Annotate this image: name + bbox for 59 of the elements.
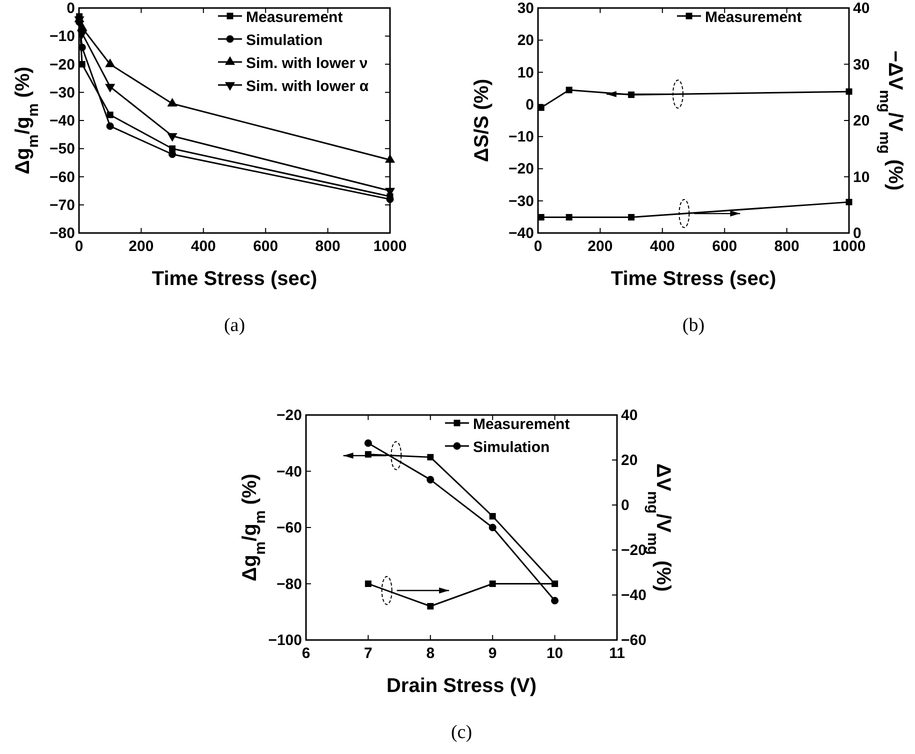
y-tick-label: −40 [508, 225, 534, 242]
x-tick-label: 800 [774, 238, 800, 255]
legend-label: Measurement [246, 9, 343, 26]
y-tick-label: −10 [508, 128, 534, 146]
x-tick-label: 600 [253, 238, 278, 255]
text: (a) [224, 315, 246, 336]
x-tick-label: 7 [364, 645, 372, 662]
y-tick-label: −30 [50, 84, 75, 102]
y2-tick-label: 0 [621, 497, 630, 514]
x-axis-title: Time Stress (sec) [152, 268, 318, 290]
y-tick-label: −80 [50, 225, 75, 242]
x-tick-label: 1000 [373, 238, 407, 255]
y-tick-label: 0 [66, 0, 75, 17]
y2-tick-label: 20 [853, 112, 870, 130]
legend-label: Measurement [705, 9, 802, 26]
text: (c) [450, 722, 472, 743]
x-tick-label: 800 [315, 238, 340, 255]
text: (b) [682, 315, 705, 336]
x-tick-label: 400 [650, 238, 675, 255]
legend-label: Sim. with lower α [246, 78, 370, 95]
y-tick-label: −20 [276, 407, 302, 424]
y-tick-label: 10 [517, 64, 534, 82]
x-axis-title: Drain Stress (V) [386, 675, 537, 697]
y2-tick-label: −20 [621, 542, 646, 559]
x-tick-label: 8 [426, 645, 435, 662]
x-tick-label: 10 [546, 645, 564, 662]
y2-tick-label: −40 [621, 587, 646, 604]
legend-label: Simulation [473, 439, 550, 456]
legend-label: Simulation [246, 32, 323, 49]
y-tick-label: 20 [517, 32, 534, 50]
y-tick-label: −10 [50, 28, 75, 46]
x-tick-label: 400 [190, 238, 216, 255]
x-tick-label: 600 [712, 238, 738, 255]
legend-label: Measurement [473, 416, 570, 433]
y-tick-label: −30 [508, 192, 534, 210]
y-tick-label: −70 [50, 196, 75, 214]
x-tick-label: 6 [302, 645, 310, 662]
y-tick-label: −50 [50, 140, 75, 158]
y2-tick-label: 30 [853, 56, 870, 74]
x-tick-label: 200 [588, 238, 613, 255]
y2-tick-label: 20 [621, 452, 638, 469]
legend-label: Sim. with lower ν [246, 55, 368, 72]
y-tick-label: −60 [50, 168, 75, 186]
x-axis-title: Time Stress (sec) [610, 268, 776, 290]
y-axis-title: ΔS/S (%) [471, 78, 493, 162]
x-tick-label: 200 [128, 238, 154, 255]
y-tick-label: −80 [276, 576, 302, 593]
y-tick-label: 30 [517, 0, 534, 17]
y-tick-label: −100 [268, 632, 302, 649]
y-tick-label: −20 [50, 56, 75, 74]
y2-tick-label: 40 [621, 407, 638, 424]
y-tick-label: 0 [526, 96, 534, 114]
x-tick-label: 9 [488, 645, 497, 662]
y2-tick-label: 40 [853, 0, 870, 17]
y-tick-label: −20 [508, 160, 534, 178]
y-tick-label: −40 [50, 112, 75, 130]
y-tick-label: −60 [276, 520, 302, 536]
y-tick-label: −40 [276, 463, 302, 480]
y2-tick-label: 10 [853, 168, 870, 186]
